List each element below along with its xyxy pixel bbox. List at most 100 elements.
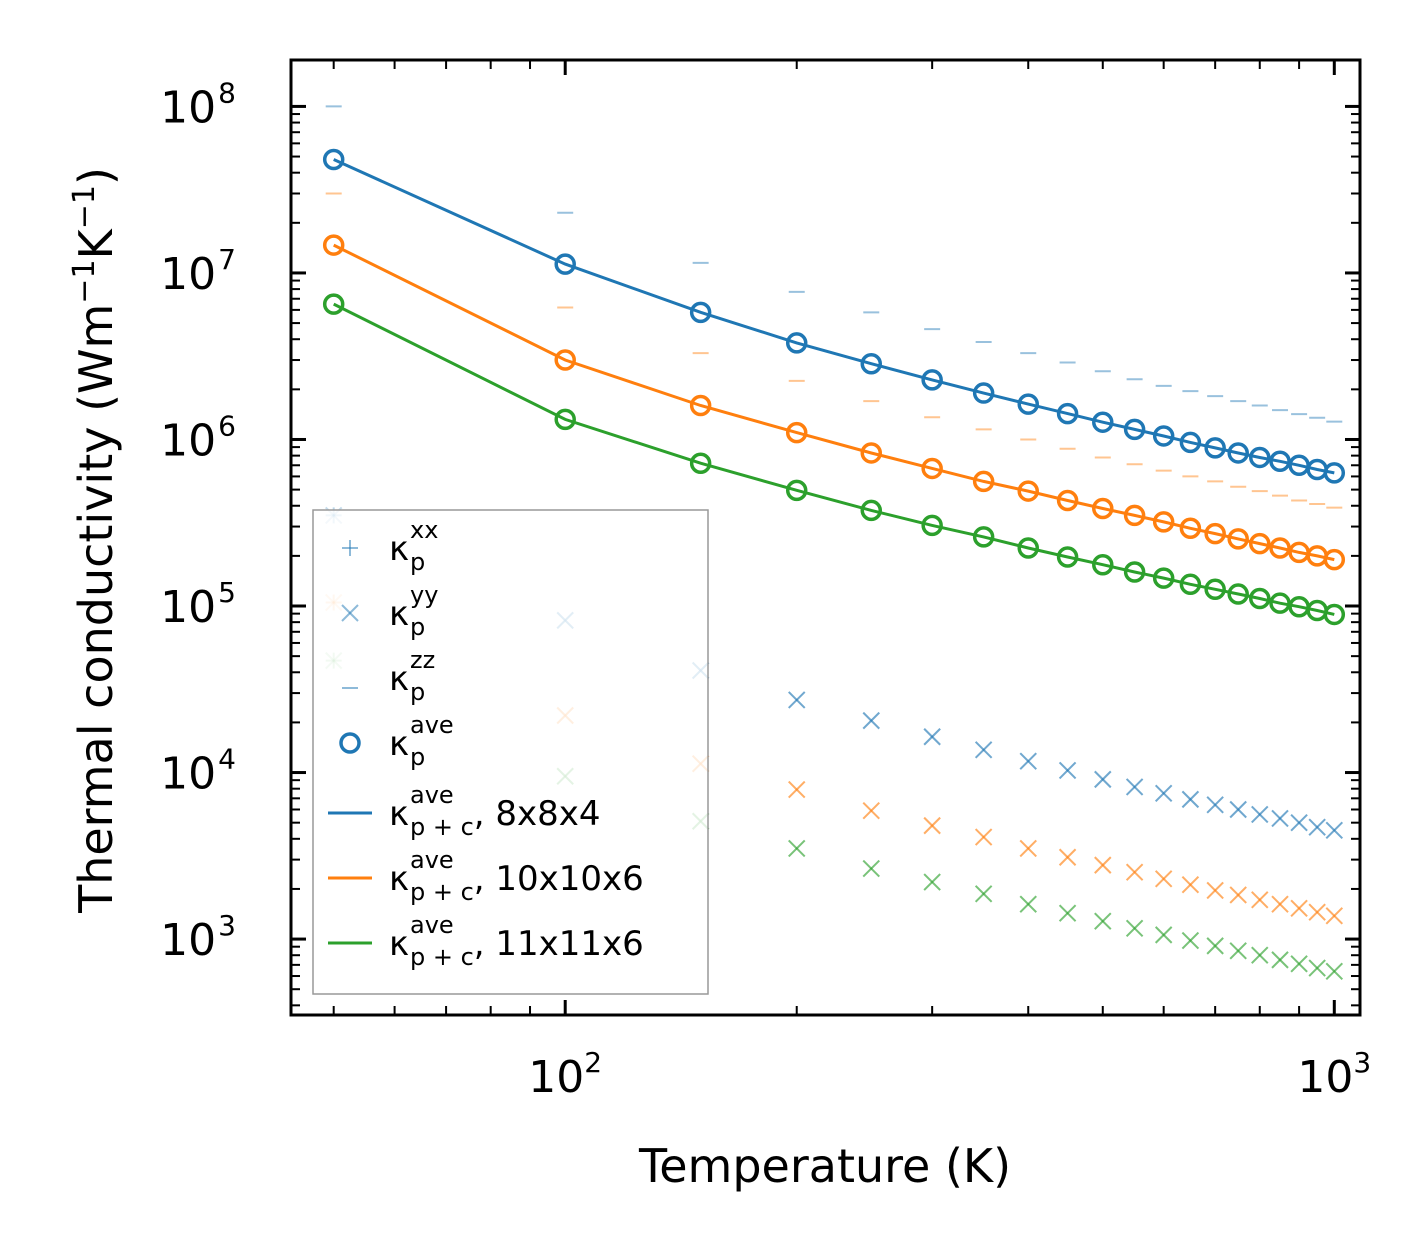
kxx-point [1019, 895, 1037, 913]
kave-point [785, 421, 808, 444]
kxx-point [1251, 891, 1269, 909]
kyy-point [1325, 962, 1344, 981]
kyy-point [1206, 937, 1224, 955]
kave-point [1227, 583, 1249, 605]
kave-point [1269, 450, 1291, 473]
kyy-point [1229, 942, 1247, 960]
kxx-point [1154, 784, 1173, 803]
kxx-point [1154, 870, 1173, 888]
legend-entry: κave p + c, 11x11x6 [328, 911, 644, 971]
kxx-point [1251, 805, 1269, 824]
legend-entry: κyy p [341, 581, 438, 641]
kyy-point [1181, 790, 1200, 809]
y-tick-exp: 7 [218, 243, 236, 276]
kyy-point [1251, 891, 1269, 909]
kave-point [972, 526, 995, 548]
kxx-point [1181, 931, 1200, 950]
kyy-point [1019, 752, 1037, 770]
kyy-point [1290, 899, 1308, 918]
kyy-point [1271, 951, 1289, 969]
legend-sub: p + c [410, 878, 474, 906]
kxx-point [1229, 800, 1247, 819]
y-tick-label: 106 [160, 409, 236, 466]
kave-point [1123, 561, 1146, 583]
kxx-point [862, 859, 880, 878]
kave-point [1152, 425, 1175, 447]
kave-point [322, 148, 345, 171]
kxx-point [1251, 946, 1269, 964]
x-axis-label: Temperature (K) [638, 1139, 1011, 1193]
legend-sup: xx [410, 516, 438, 544]
legend-symbol: κ [389, 724, 409, 764]
y-axis-label: Thermal conductivity (Wm−1K−1) [67, 167, 123, 914]
kave-point [1179, 431, 1202, 454]
kave-point [554, 349, 576, 371]
kxx-point [1308, 903, 1326, 921]
kave-point [860, 352, 883, 375]
legend-label: κave p [389, 711, 454, 771]
kyy-point [1290, 955, 1308, 973]
kyy-point [923, 816, 941, 835]
kyy-point [1019, 839, 1037, 858]
kave-point [1249, 446, 1271, 469]
kyy-point [862, 711, 880, 730]
kave-point [860, 442, 883, 464]
kave-point [322, 293, 345, 315]
kyy-point [974, 741, 993, 759]
legend-sup: zz [410, 646, 435, 674]
kyy-point [1154, 870, 1173, 888]
kxx-point [923, 873, 941, 891]
kxx-point [1229, 886, 1247, 904]
kave-point [322, 234, 345, 256]
kxx-point [1206, 881, 1224, 900]
y-tick-exp: 6 [218, 409, 236, 442]
kxx-point [1290, 813, 1308, 832]
kyy-point [1206, 796, 1224, 814]
kxx-point [1271, 951, 1289, 969]
legend-suffix: , 11x11x6 [474, 924, 644, 964]
kxx-point [788, 691, 806, 709]
kxx-point [1206, 937, 1224, 955]
kyy-point [1251, 805, 1269, 824]
kave-point [689, 452, 712, 474]
y-axis-label-exp: −1 [67, 185, 102, 229]
kyy-point [1229, 886, 1247, 904]
kyy-point [1206, 881, 1224, 900]
kave-point [689, 301, 712, 324]
kxx-point [974, 741, 993, 759]
kyy-point [1058, 761, 1077, 780]
plot-frame [289, 58, 1362, 1017]
kxx-point [1308, 959, 1326, 977]
kyy-point [1308, 903, 1326, 921]
kyy-point [974, 885, 993, 903]
legend-box [312, 509, 709, 995]
y-tick-base: 10 [160, 82, 216, 133]
kyy-point [862, 801, 880, 820]
legend-sup: ave [410, 911, 454, 939]
kave-point [1152, 567, 1175, 589]
kxx-point [1094, 770, 1112, 789]
kyy-point [1094, 770, 1112, 789]
kave-point [785, 332, 808, 354]
legend-marker-circle [339, 732, 361, 754]
kxx-point [1125, 778, 1144, 796]
legend-sup: ave [410, 781, 454, 809]
kyy-point [1019, 839, 1037, 858]
kyy-point [1271, 895, 1289, 913]
kave-point [1056, 546, 1079, 568]
kyy-point [1325, 821, 1344, 840]
kave-point [972, 382, 995, 404]
kyy-point [862, 859, 880, 878]
kyy-point [1308, 818, 1326, 836]
kyy-point [1325, 907, 1344, 925]
kave-point [689, 394, 712, 417]
kyy-point [1251, 946, 1269, 964]
kyy-point [1229, 886, 1247, 904]
legend-entry: κzz p [342, 646, 435, 706]
kyy-point [1125, 778, 1144, 796]
legend-sub: p [410, 743, 425, 771]
kave-point [785, 479, 808, 502]
x-tick-exp: 3 [1353, 1046, 1371, 1079]
kave-point [1017, 393, 1039, 415]
